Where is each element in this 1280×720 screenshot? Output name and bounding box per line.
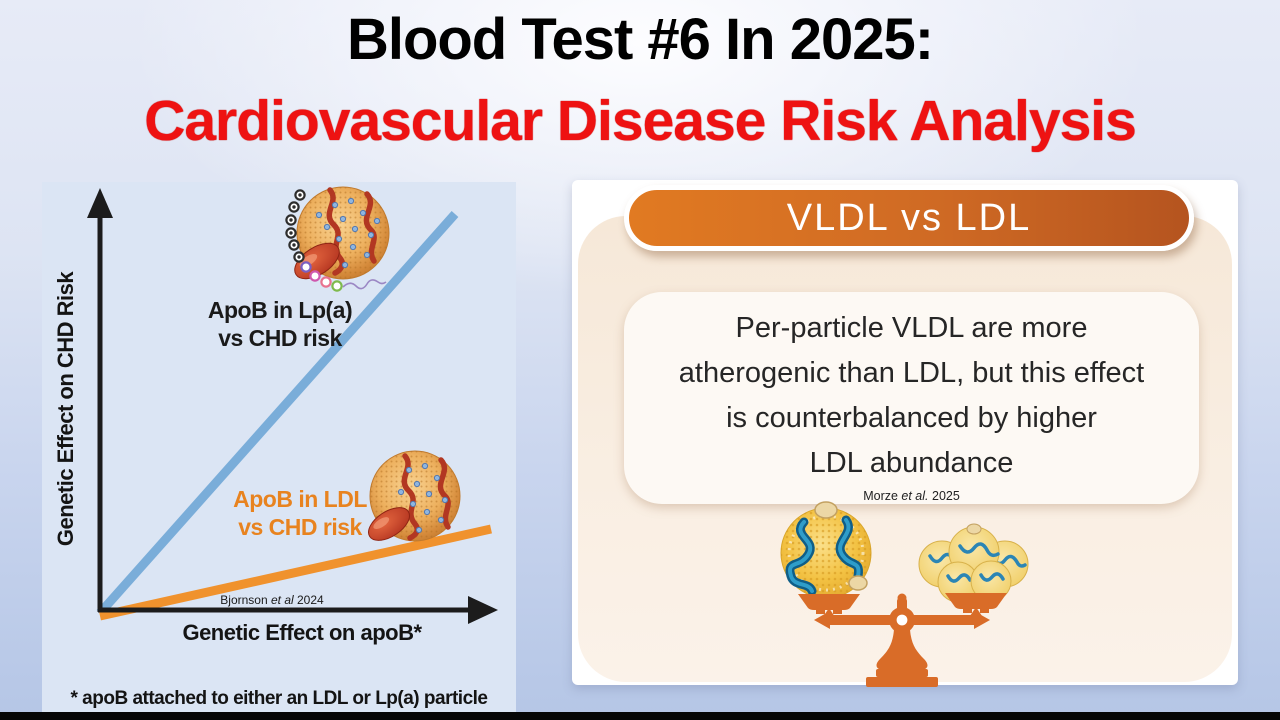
vldl-particle-icon [780,501,872,599]
chd-risk-chart-panel: Genetic Effect on CHD Risk ApoB in Lp(a)… [42,182,516,712]
card-header-title: VLDL vs LDL [786,196,1032,239]
page-title: Blood Test #6 In 2025: [346,7,934,72]
bottom-bar [0,712,1280,720]
statement-line: LDL abundance [809,447,1014,479]
ldl-particle-icon [368,450,461,542]
scale-frame [798,593,1007,687]
chart-citation: Bjornson et al 2024 [220,593,324,607]
ldl-risk-line [99,524,492,621]
x-axis-label: Genetic Effect on apoB* [182,620,422,645]
chart-axes-and-lines [87,188,498,624]
y-axis-arrow-icon [87,188,113,218]
card-header-pill: VLDL vs LDL [624,185,1194,251]
chart-footnote: * apoB attached to either an LDL or Lp(a… [70,688,489,709]
ldl-particles-icon [918,523,1029,603]
y-axis-label: Genetic Effect on CHD Risk [53,271,78,547]
page-subtitle: Cardiovascular Disease Risk Analysis [144,89,1137,153]
apo-a-kringle-chain [285,189,387,292]
statement-line: is counterbalanced by higher [726,402,1097,434]
statement-citation: Morze et al. 2025 [863,489,960,503]
ldl-series-label: ApoB in LDL vs CHD risk [233,486,367,540]
balance-scale-icon [780,501,1029,687]
x-axis-arrow-icon [468,596,498,624]
lpa-risk-line [96,211,459,616]
lpa-particle-icon [285,186,390,292]
lpa-series-label: ApoB in Lp(a) vs CHD risk [207,297,353,351]
statement-line: atherogenic than LDL, but this effect [678,357,1145,389]
statement-box: Per-particle VLDL are more atherogenic t… [624,292,1199,504]
statement-line: Per-particle VLDL are more [735,312,1088,344]
